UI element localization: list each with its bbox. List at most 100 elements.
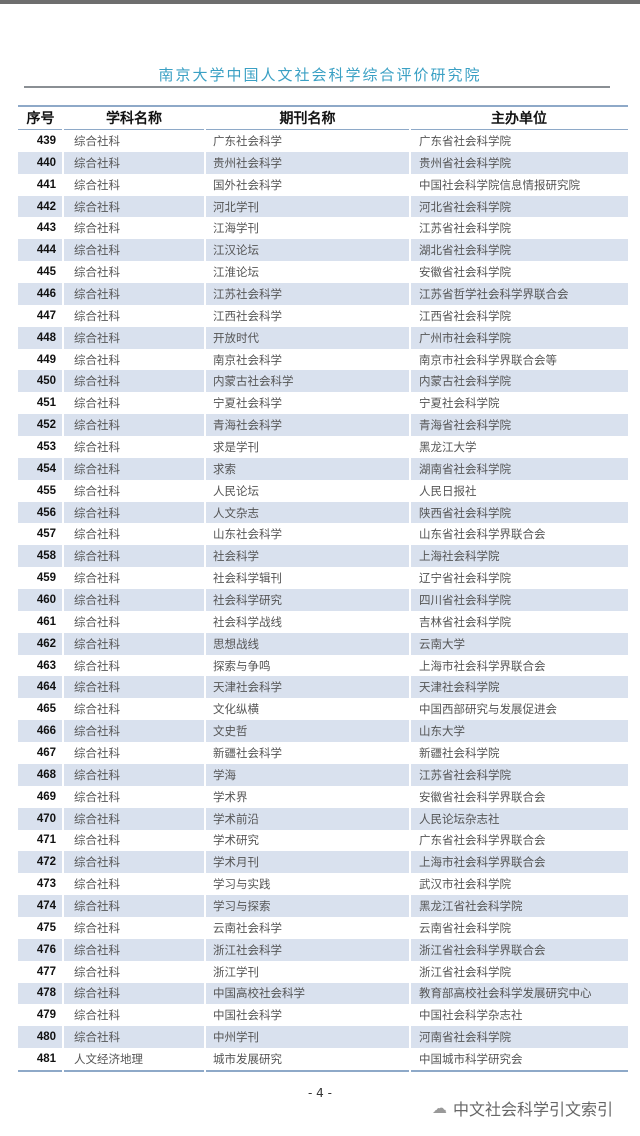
table-row: 469 综合社科 学术界 安徽省社会科学界联合会	[18, 785, 628, 808]
table-row: 453 综合社科 求是学刊 黑龙江大学	[18, 436, 628, 458]
table-row: 449 综合社科 南京社会科学 南京市社会科学界联合会等	[18, 348, 628, 371]
row-number: 469	[36, 790, 56, 803]
subject-name: 综合社科	[62, 370, 205, 393]
row-number: 461	[36, 615, 56, 628]
table-row: 441 综合社科 国外社会科学 中国社会科学院信息情报研究院	[18, 173, 628, 196]
publisher-name: 山东大学	[409, 720, 628, 743]
journal-name: 学海	[204, 763, 410, 786]
journal-name: 探索与争鸣	[204, 654, 410, 677]
journal-name: 人民论坛	[204, 479, 410, 502]
journal-name: 文史哲	[204, 720, 410, 743]
publisher-name: 黑龙江大学	[409, 436, 628, 458]
journal-name: 学术月刊	[204, 851, 410, 874]
subject-name: 综合社科	[62, 392, 205, 415]
table-row: 459 综合社科 社会科学辑刊 辽宁省社会科学院	[18, 567, 628, 590]
journal-name: 广东社会科学	[204, 129, 410, 152]
publisher-name: 江西省社会科学院	[409, 304, 628, 327]
journal-name: 浙江社会科学	[204, 938, 410, 961]
subject-name: 综合社科	[62, 763, 205, 786]
row-number: 439	[36, 134, 56, 147]
journal-name: 江西社会科学	[204, 304, 410, 327]
subject-name: 综合社科	[62, 851, 205, 874]
row-number: 465	[36, 703, 56, 716]
table-row: 467 综合社科 新疆社会科学 新疆社会科学院	[18, 742, 628, 764]
publisher-name: 中国社会科学院信息情报研究院	[409, 173, 628, 196]
publisher-name: 广东省社会科学院	[409, 129, 628, 152]
table-row: 442 综合社科 河北学刊 河北省社会科学院	[18, 195, 628, 218]
table-row: 465 综合社科 文化纵横 中国西部研究与发展促进会	[18, 698, 628, 721]
journal-name: 宁夏社会科学	[204, 392, 410, 415]
table-row: 451 综合社科 宁夏社会科学 宁夏社会科学院	[18, 392, 628, 415]
subject-name: 综合社科	[62, 501, 205, 524]
subject-name: 综合社科	[62, 479, 205, 502]
row-number: 466	[18, 720, 63, 743]
subject-name: 综合社科	[62, 785, 205, 808]
row-number: 455	[36, 484, 56, 497]
table-row: 447 综合社科 江西社会科学 江西省社会科学院	[18, 304, 628, 327]
publisher-name: 中国城市科学研究会	[409, 1048, 628, 1071]
table-row: 466 综合社科 文史哲 山东大学	[18, 720, 628, 743]
subject-name: 综合社科	[62, 938, 205, 961]
journal-name: 开放时代	[204, 326, 410, 349]
publisher-name: 安徽省社会科学院	[409, 261, 628, 284]
journal-name: 社会科学战线	[204, 610, 410, 633]
row-number: 459	[36, 572, 56, 585]
publisher-name: 陕西省社会科学院	[409, 501, 628, 524]
subject-name: 综合社科	[62, 545, 205, 568]
subject-name: 综合社科	[62, 567, 205, 590]
publisher-name: 青海省社会科学院	[409, 414, 628, 437]
publisher-name: 辽宁省社会科学院	[409, 567, 628, 590]
subject-name: 综合社科	[62, 326, 205, 349]
journal-name: 中国社会科学	[204, 1004, 410, 1027]
publisher-name: 山东省社会科学界联合会	[409, 523, 628, 546]
top-bar	[0, 0, 640, 4]
journal-name: 社会科学研究	[204, 589, 410, 611]
subject-name: 综合社科	[62, 217, 205, 240]
row-number: 475	[36, 921, 56, 934]
subject-name: 人文经济地理	[62, 1048, 205, 1071]
journal-name: 城市发展研究	[204, 1048, 410, 1071]
row-number: 470	[18, 807, 63, 830]
table-row: 477 综合社科 浙江学刊 浙江省社会科学院	[18, 960, 628, 983]
publisher-name: 广东省社会科学界联合会	[409, 829, 628, 852]
publisher-name: 教育部高校社会科学发展研究中心	[409, 982, 628, 1005]
row-number: 448	[18, 326, 63, 349]
table-row: 481 人文经济地理 城市发展研究 中国城市科学研究会	[18, 1048, 628, 1071]
journal-name: 浙江学刊	[204, 960, 410, 983]
journal-name: 内蒙古社会科学	[204, 370, 410, 393]
publisher-name: 江苏省社会科学院	[409, 217, 628, 240]
publisher-name: 吉林省社会科学院	[409, 610, 628, 633]
table-row: 440 综合社科 贵州社会科学 贵州省社会科学院	[18, 151, 628, 174]
subject-name: 综合社科	[62, 457, 205, 480]
publisher-name: 江苏省社会科学院	[409, 763, 628, 786]
table-row: 478 综合社科 中国高校社会科学 教育部高校社会科学发展研究中心	[18, 982, 628, 1005]
watermark-text: 中文社会科学引文索引	[453, 1100, 614, 1119]
wechat-icon: ☁	[432, 1099, 447, 1117]
publisher-name: 宁夏社会科学院	[409, 392, 628, 415]
journal-name: 求是学刊	[204, 436, 410, 458]
table-header-row: 序号 学科名称 期刊名称 主办单位	[18, 106, 628, 130]
publisher-name: 贵州省社会科学院	[409, 151, 628, 174]
subject-name: 综合社科	[62, 173, 205, 196]
publisher-name: 上海社会科学院	[409, 545, 628, 568]
subject-name: 综合社科	[62, 807, 205, 830]
row-number: 449	[36, 353, 56, 366]
journal-name: 人文杂志	[204, 501, 410, 524]
subject-name: 综合社科	[62, 676, 205, 699]
row-number: 447	[36, 309, 56, 322]
subject-name: 综合社科	[62, 414, 205, 437]
subject-name: 综合社科	[62, 436, 205, 458]
journal-name: 中州学刊	[204, 1026, 410, 1049]
subject-name: 综合社科	[62, 873, 205, 896]
row-number: 458	[18, 545, 63, 568]
page-number: - 4 -	[308, 1086, 332, 1100]
publisher-name: 广州市社会科学院	[409, 326, 628, 349]
row-number: 443	[36, 222, 56, 235]
table-row: 445 综合社科 江淮论坛 安徽省社会科学院	[18, 261, 628, 284]
row-number: 473	[36, 878, 56, 891]
row-number: 452	[18, 414, 63, 437]
table-row: 452 综合社科 青海社会科学 青海省社会科学院	[18, 414, 628, 437]
row-number: 441	[36, 178, 56, 191]
header-rule	[24, 86, 610, 88]
table-row: 448 综合社科 开放时代 广州市社会科学院	[18, 326, 628, 349]
